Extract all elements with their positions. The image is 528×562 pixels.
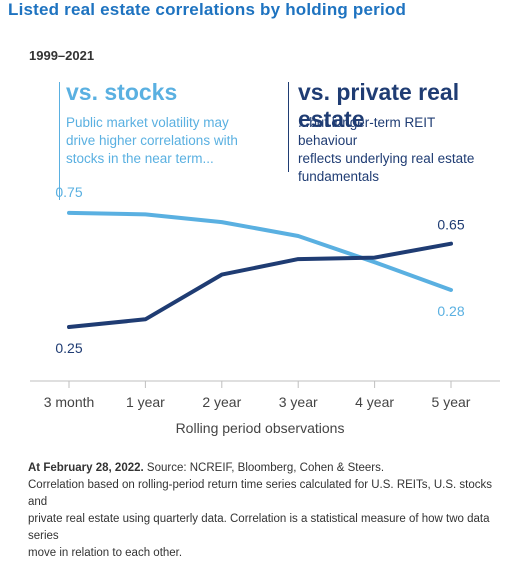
- stocks-accent-line: [59, 82, 60, 200]
- stocks-description: Public market volatility may drive highe…: [66, 114, 266, 168]
- data-label: 0.75: [55, 184, 82, 200]
- footnote: At February 28, 2022. Source: NCREIF, Bl…: [28, 460, 498, 562]
- private-heading: vs. private real estate: [298, 79, 460, 132]
- footnote-line: Correlation based on rolling-period retu…: [28, 479, 493, 508]
- period-label: 1999–2021: [29, 48, 95, 63]
- x-tick-label: 1 year: [126, 394, 165, 410]
- stocks-description-line: Public market volatility may: [66, 115, 229, 130]
- x-axis-title: Rolling period observations: [176, 420, 345, 436]
- x-tick-label: 4 year: [355, 394, 394, 410]
- chart-title: Listed real estate correlations by holdi…: [8, 0, 407, 19]
- footnote-line: private real estate using quarterly data…: [28, 513, 490, 542]
- private-series-line: [67, 241, 453, 329]
- x-tick-label: 3 month: [44, 394, 95, 410]
- data-label: 0.65: [437, 217, 464, 233]
- stocks-description-line: drive higher correlations with: [66, 133, 238, 148]
- x-tick-label: 5 year: [432, 394, 471, 410]
- data-label: 0.28: [437, 303, 464, 319]
- stocks-series-line: [67, 210, 453, 292]
- stocks-description-line: stocks in the near term...: [66, 151, 214, 166]
- line-chart: 3 month 1 year 2 year 3 year 4 year 5 year Rol…: [30, 184, 500, 436]
- private-description: ...but longer-term REIT behaviour reflec…: [298, 114, 498, 186]
- private-description-line: fundamentals: [298, 169, 380, 184]
- stocks-heading: vs. stocks: [66, 79, 178, 105]
- x-tick-label: 2 year: [202, 394, 241, 410]
- private-accent-line: [288, 82, 289, 172]
- footnote-line: move in relation to each other.: [28, 547, 183, 559]
- x-tick-label: 3 year: [279, 394, 318, 410]
- private-description-line: reflects underlying real estate: [298, 151, 475, 166]
- footnote-source: Source: NCREIF, Bloomberg, Cohen & Steer…: [146, 462, 385, 474]
- footnote-date: At February 28, 2022.: [28, 462, 144, 474]
- private-description-line: ...but longer-term REIT behaviour: [298, 115, 436, 148]
- data-label: 0.25: [55, 340, 82, 356]
